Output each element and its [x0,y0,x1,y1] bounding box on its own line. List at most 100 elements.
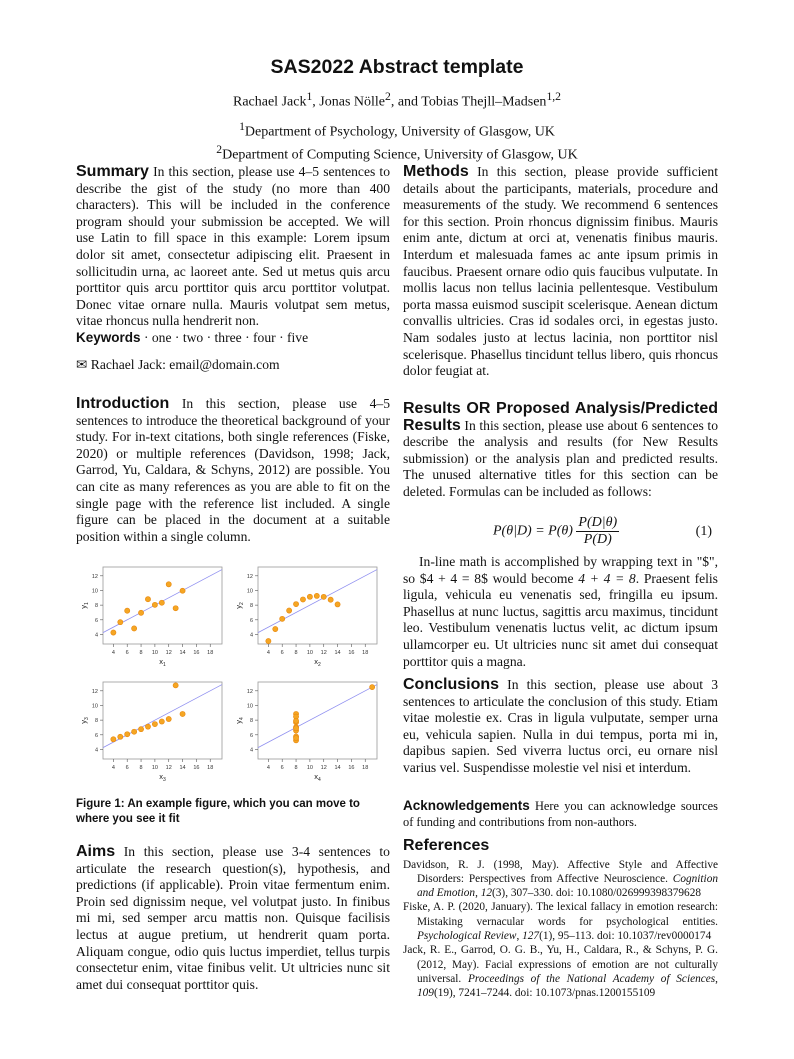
data-point [145,596,151,603]
y-tick-label: 10 [247,588,253,594]
x-tick-label: 12 [166,765,172,771]
data-point [151,601,158,608]
data-point [124,731,131,738]
ref-journal: Proceedings of the National Academy of S… [467,972,716,985]
section-body: In this section, please use 4–5 sentence… [76,164,390,329]
x-tick-label: 12 [166,650,172,656]
keywords: · one · two · three · four · five [143,329,309,345]
equation-fraction: P(D|θ) P(D) [576,515,620,548]
author: Rachael Jack [232,94,307,110]
section-heading: References [403,837,490,854]
data-point [320,593,327,600]
contact: ✉ Rachael Jack: email@domain.com [76,357,390,374]
ref-text: Fiske, A. P. (2020, January). The lexica… [403,901,718,928]
x-tick-label: 18 [207,765,213,771]
y-axis-label: y1 [79,602,90,609]
y-axis-label: y2 [234,602,245,609]
x-axis-label: x4 [314,772,321,783]
affil-mark: 1,2 [546,90,562,103]
x-axis-label: x1 [159,657,166,668]
ref-volume: 127 [522,930,540,943]
body-text: . Praesent felis ligula, vehicula eu ven… [403,570,718,669]
x-tick-label: 8 [140,765,143,771]
data-point [138,609,144,616]
y-tick-label: 8 [250,603,253,609]
x-tick-label: 10 [152,765,158,771]
data-point [369,684,376,691]
y-axis-label-sub: 4 [239,717,245,720]
x-tick-label: 6 [126,765,129,771]
section-heading: Aims [76,843,116,860]
references-section: References Davidson, R. J. (1998, May). … [403,837,718,1001]
aims-section: Aims In this section, please use 3-4 sen… [76,843,390,993]
y-tick-label: 8 [250,718,253,724]
y-tick-label: 6 [95,618,98,624]
y-tick-label: 4 [250,632,253,638]
ref-text: (1), 95–113. doi: 10.1037/rev0000174 [539,930,712,943]
data-point [272,626,279,632]
x-tick-label: 14 [335,765,341,771]
contact-email[interactable]: Rachael Jack: email@domain.com [90,357,280,372]
ref-text: (3), 307–330. doi: 10.1080/0269993983796… [492,887,702,900]
y-tick-label: 4 [95,632,98,638]
y-tick-label: 4 [95,747,98,753]
affiliation: 1Department of Psychology, University of… [0,118,794,141]
y-axis-label: y4 [234,717,245,724]
introduction-section: Introduction In this section, please use… [76,395,390,545]
inline-math: 4 + 4 = 8 [578,570,636,586]
data-point [313,592,320,599]
x-tick-label: 18 [362,650,368,656]
results-continued: In-line math is accomplished by wrapping… [403,554,718,670]
numerator: P(D|θ) [576,515,620,532]
x-tick-label: 4 [112,765,115,771]
y-tick-label: 6 [250,618,253,624]
x-axis-label-sub: 4 [318,777,321,783]
x-tick-label: 8 [295,765,298,771]
affiliation: 2Department of Computing Science, Univer… [0,141,794,164]
y-tick-label: 10 [92,588,98,594]
x-tick-label: 10 [307,650,313,656]
sep: , and [390,94,422,110]
fit-line [257,684,378,748]
section-heading: Conclusions [403,676,500,693]
data-point [151,721,158,727]
ref-volume: 12 [480,887,493,900]
equation-number: (1) [695,524,712,539]
data-point [172,605,179,612]
y-tick-label: 10 [247,703,253,709]
page-title: SAS2022 Abstract template [270,56,524,78]
y-tick-label: 10 [92,703,98,709]
ref-journal: Psychological Review [417,930,517,943]
data-point [124,607,131,614]
section-heading: Methods [403,163,469,180]
y-tick-label: 6 [95,733,98,739]
x-tick-label: 16 [348,650,354,656]
ref-journal: Cognition and Emotion [417,872,718,900]
data-point [300,596,306,603]
data-point [179,711,186,717]
y-tick-label: 8 [95,603,98,609]
section-body: In this section, please provide sufficie… [403,164,718,379]
sep: , [312,94,320,110]
y-tick-label: 12 [92,574,98,580]
ref-text: Jack, R. E., Garrod, O. G. B., Yu, H., C… [403,944,718,985]
x-tick-label: 16 [193,765,199,771]
x-tick-label: 16 [193,650,199,656]
section-heading: Summary [76,163,149,180]
affiliation-text: Department of Psychology, University of … [244,124,555,140]
x-tick-label: 14 [180,765,186,771]
methods-section: Methods In this section, please provide … [403,163,718,380]
summary-section: Summary In this section, please use 4–5 … [76,163,390,347]
x-axis-label: x2 [314,657,321,668]
data-point [179,587,186,594]
denominator: P(D) [583,532,612,547]
data-point [165,716,172,722]
data-point [131,728,138,735]
figure-caption: Figure 1: An example figure, which you c… [76,798,360,825]
x-axis-label: x3 [159,772,166,783]
x-tick-label: 6 [281,765,284,771]
data-point [158,718,165,725]
